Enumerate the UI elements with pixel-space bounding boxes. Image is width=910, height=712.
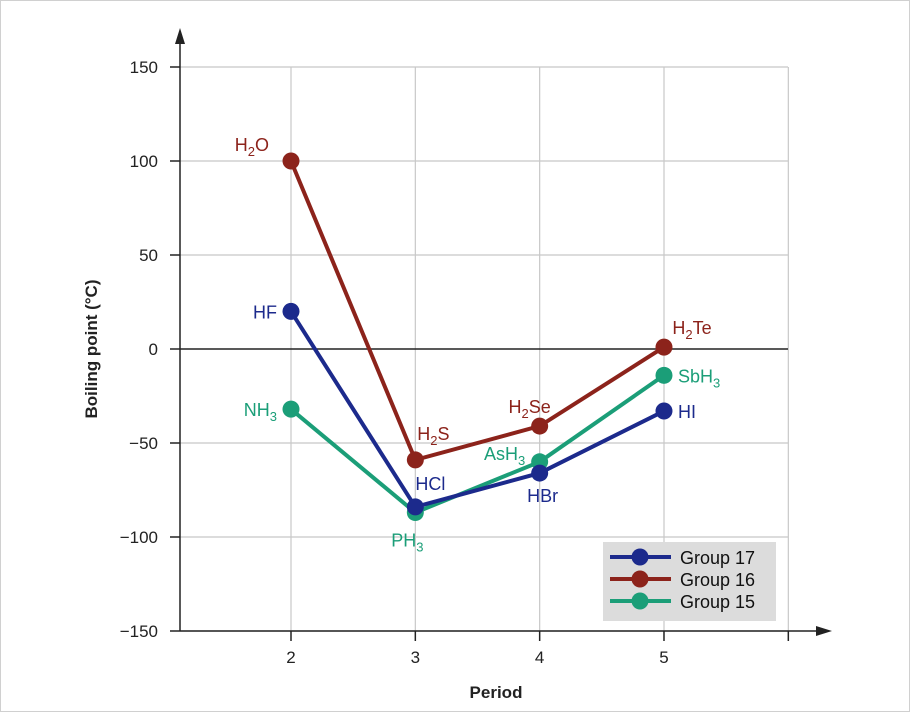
y-tick-label: 150 <box>130 58 158 77</box>
point-label: NH3 <box>244 400 277 424</box>
series-line <box>289 160 666 463</box>
y-axis-arrow <box>175 28 185 44</box>
y-tick-label: 50 <box>139 246 158 265</box>
point-label: HBr <box>527 486 558 506</box>
series-line <box>289 310 665 510</box>
legend-marker <box>631 592 649 610</box>
data-point <box>282 302 300 320</box>
y-axis-label: Boiling point (°C) <box>82 280 101 419</box>
data-point <box>282 400 300 418</box>
point-label: HCl <box>415 474 445 494</box>
data-point <box>531 417 549 435</box>
x-axis-arrow <box>816 626 832 636</box>
data-point <box>406 451 424 469</box>
y-tick-label: −100 <box>120 528 158 547</box>
x-tick-label: 4 <box>535 648 544 667</box>
point-label: H2S <box>417 424 449 448</box>
point-label: H2O <box>235 135 269 159</box>
x-tick-label: 2 <box>286 648 295 667</box>
point-label: AsH3 <box>484 444 525 468</box>
data-point <box>406 498 424 516</box>
x-tick-label: 5 <box>659 648 668 667</box>
legend-label: Group 17 <box>680 548 755 568</box>
data-point <box>655 402 673 420</box>
point-label: HF <box>253 302 277 322</box>
point-label: H2Se <box>509 397 551 421</box>
legend-label: Group 15 <box>680 592 755 612</box>
point-label: PH3 <box>391 531 423 555</box>
data-point <box>282 152 300 170</box>
point-label: HI <box>678 402 696 422</box>
series-group-16: H2O H2S H2Se H2Te <box>235 135 712 469</box>
x-tick-label: 3 <box>411 648 420 667</box>
data-point <box>655 338 673 356</box>
y-tick-label: 0 <box>149 340 158 359</box>
legend-marker <box>631 548 649 566</box>
series-group-15: NH3 PH3 AsH3 SbH3 <box>244 366 720 554</box>
legend-marker <box>631 570 649 588</box>
data-point <box>531 464 549 482</box>
x-axis-label: Period <box>470 683 523 702</box>
legend-label: Group 16 <box>680 570 755 590</box>
series-group-17: HF HCl HBr HI <box>253 302 696 516</box>
data-point <box>655 366 673 384</box>
series-line <box>289 373 666 515</box>
y-tick-label: −150 <box>120 622 158 641</box>
y-tick-label: −50 <box>129 434 158 453</box>
y-tick-label: 100 <box>130 152 158 171</box>
point-label: SbH3 <box>678 366 720 390</box>
point-label: H2Te <box>672 318 711 342</box>
